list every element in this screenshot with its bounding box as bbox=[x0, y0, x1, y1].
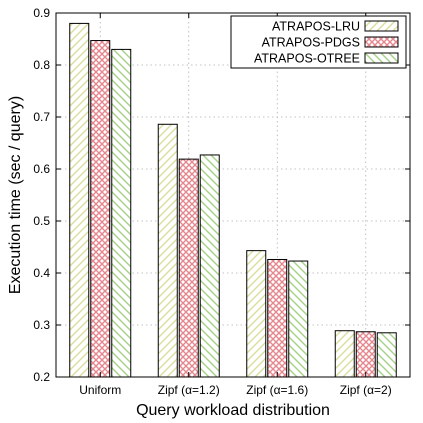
bars bbox=[69, 22, 397, 378]
legend-label-atrapos-lru: ATRAPOS-LRU bbox=[272, 20, 360, 34]
y-tick-label: 0.6 bbox=[33, 162, 50, 176]
bar-atrapos-otree-zipf-2 bbox=[376, 332, 397, 378]
y-tick-label: 0.7 bbox=[33, 110, 50, 124]
legend-swatch-atrapos-otree bbox=[364, 52, 399, 64]
bar-atrapos-lru-uniform bbox=[69, 22, 90, 378]
bar-atrapos-lru-zipf-1-2 bbox=[157, 123, 178, 378]
x-axis-title: Query workload distribution bbox=[136, 402, 330, 419]
bar-atrapos-pdgs-uniform bbox=[90, 40, 111, 378]
bar-atrapos-lru-zipf-2 bbox=[334, 330, 355, 378]
bar-atrapos-otree-zipf-1-6 bbox=[288, 260, 309, 378]
y-tick-label: 0.3 bbox=[33, 318, 50, 332]
axis-ticks: 0.2 0.3 0.4 0.5 0.6 0.7 0.8 0.9 Uniform Zipf (α=1… bbox=[33, 6, 410, 397]
y-tick-label: 0.2 bbox=[33, 370, 50, 384]
legend-label-atrapos-otree: ATRAPOS-OTREE bbox=[254, 52, 360, 66]
plot-area-frame bbox=[55, 12, 411, 378]
x-tick-label-zipf-1-2: Zipf (α=1.2) bbox=[158, 383, 220, 397]
x-tick-label-uniform: Uniform bbox=[79, 383, 121, 397]
bar-atrapos-pdgs-zipf-1-6 bbox=[267, 258, 288, 378]
bar-atrapos-otree-zipf-1-2 bbox=[199, 154, 220, 378]
x-tick-label-zipf-2: Zipf (α=2) bbox=[340, 383, 392, 397]
y-tick-label: 0.4 bbox=[33, 266, 50, 280]
legend-swatch-atrapos-lru bbox=[364, 20, 399, 32]
bar-atrapos-lru-zipf-1-6 bbox=[246, 250, 267, 378]
legend: ATRAPOS-LRU ATRAPOS-PDGS ATRAPOS-OTREE bbox=[230, 15, 407, 69]
bar-atrapos-pdgs-zipf-2 bbox=[355, 331, 376, 378]
y-tick-label: 0.8 bbox=[33, 58, 50, 72]
y-axis-title: Execution time (sec / query) bbox=[7, 96, 24, 294]
y-tick-label: 0.5 bbox=[33, 214, 50, 228]
legend-swatch-atrapos-pdgs bbox=[364, 36, 399, 48]
y-tick-label: 0.9 bbox=[33, 6, 50, 20]
bar-atrapos-pdgs-zipf-1-2 bbox=[178, 158, 199, 378]
x-tick-label-zipf-1-6: Zipf (α=1.6) bbox=[246, 383, 308, 397]
legend-label-atrapos-pdgs: ATRAPOS-PDGS bbox=[262, 36, 360, 50]
bar-atrapos-otree-uniform bbox=[111, 48, 132, 378]
